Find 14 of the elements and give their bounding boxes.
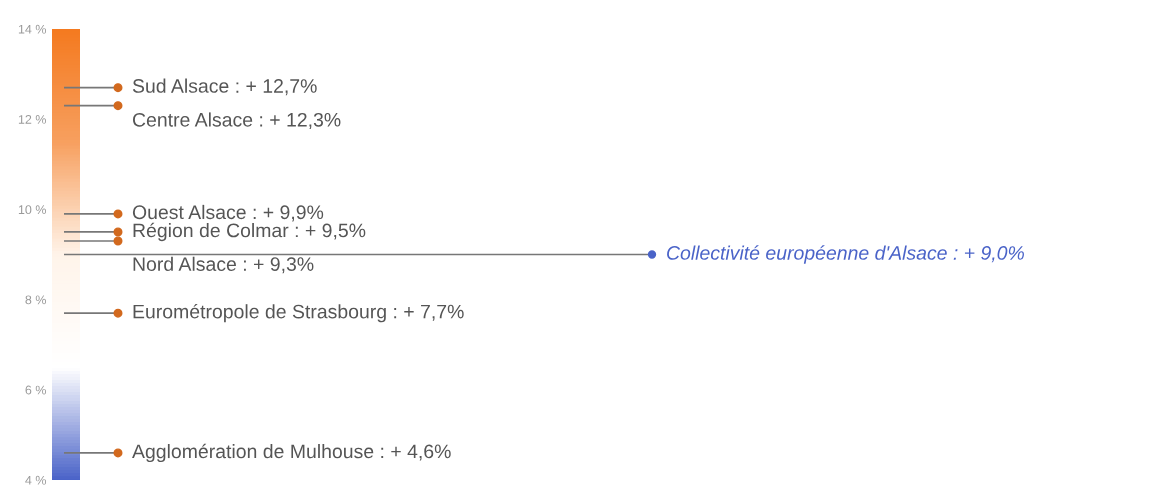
y-tick-label: 14 % bbox=[18, 24, 46, 34]
y-tick-label: 4 % bbox=[25, 475, 46, 485]
data-label: Sud Alsace : + 12,7% bbox=[132, 78, 317, 96]
data-label: Nord Alsace : + 9,3% bbox=[133, 256, 314, 274]
y-tick-label: 10 % bbox=[18, 205, 46, 215]
data-label: Région de Colmar : + 9,5% bbox=[133, 222, 366, 242]
data-label: Agglomération de Mulhouse : + 4,6% bbox=[132, 443, 451, 463]
y-tick-label: 8 % bbox=[25, 295, 46, 305]
y-tick-label: 12 % bbox=[18, 115, 46, 124]
data-label: Centre Alsace : + 12,3% bbox=[132, 112, 341, 129]
data-label: Eurométropole de Strasbourg : + 7,7% bbox=[133, 303, 464, 323]
y-tick-label: 6 % bbox=[25, 385, 46, 395]
data-label: Ouest Alsace : + 9,9% bbox=[132, 204, 324, 222]
ref-line-label: Collectivité européenne d'Alsace : + 9,0% bbox=[667, 245, 1024, 264]
